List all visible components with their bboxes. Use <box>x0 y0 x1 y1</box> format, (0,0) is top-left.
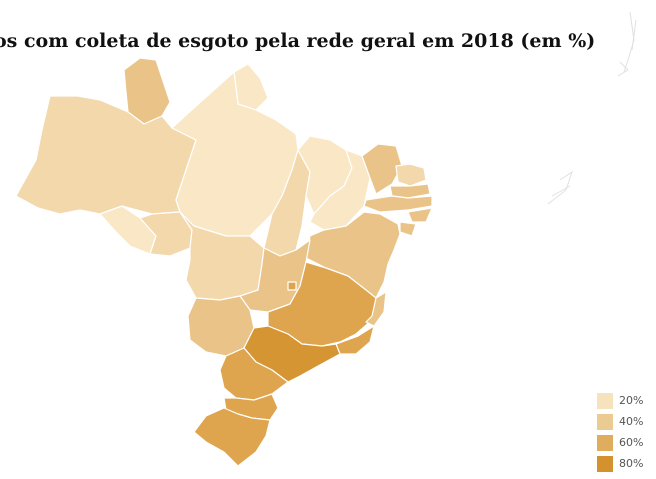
map-title: os com coleta de esgoto pela rede geral … <box>0 30 596 52</box>
state-distrito-federal[interactable] <box>287 281 297 291</box>
legend-item: 60% <box>597 432 643 453</box>
legend-item: 80% <box>597 453 643 474</box>
state-pernambuco[interactable] <box>363 195 433 213</box>
legend-label: 20% <box>619 394 644 407</box>
state-roraima[interactable] <box>123 57 171 125</box>
legend-item: 40% <box>597 411 643 432</box>
legend-label: 40% <box>619 415 644 428</box>
legend-swatch <box>597 455 613 472</box>
legend-label: 60% <box>619 436 644 449</box>
legend-swatch <box>597 413 613 430</box>
legend-label: 80% <box>619 457 644 470</box>
state-rio-grande-do-norte[interactable] <box>395 163 427 187</box>
state-rio-grande-do-sul[interactable] <box>193 407 271 467</box>
state-alagoas[interactable] <box>407 207 433 223</box>
legend-swatch <box>597 392 613 409</box>
legend-item: 20% <box>597 390 643 411</box>
state-sergipe[interactable] <box>399 221 417 237</box>
legend-swatch <box>597 434 613 451</box>
map-legend: 20% 40% 60% 80% <box>597 390 643 474</box>
